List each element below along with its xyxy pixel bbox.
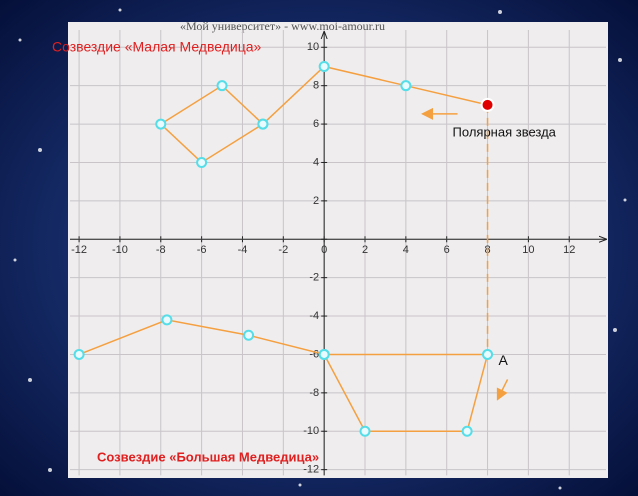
series-label: Созвездие «Малая Медведица»: [52, 39, 262, 55]
star: [197, 158, 206, 167]
y-tick-label: 4: [313, 156, 319, 168]
x-tick-label: 10: [522, 244, 534, 256]
y-tick-label: 8: [313, 80, 319, 92]
x-tick-label: 12: [563, 244, 575, 256]
chart: «Мой университет» - www.moi-amour.ru -12…: [0, 0, 638, 496]
star: [483, 350, 492, 359]
star: [75, 350, 84, 359]
star: [401, 81, 410, 90]
x-tick-label: -6: [197, 244, 207, 256]
x-tick-label: -10: [112, 244, 128, 256]
y-tick-label: -4: [309, 310, 319, 322]
star: [162, 315, 171, 324]
star: [320, 62, 329, 71]
x-tick-label: 2: [362, 244, 368, 256]
y-tick-label: -12: [303, 464, 319, 476]
x-tick-label: -4: [238, 244, 248, 256]
y-tick-label: 6: [313, 118, 319, 130]
y-tick-label: -6: [309, 348, 319, 360]
star: [361, 427, 370, 436]
y-tick-label: 10: [307, 41, 319, 53]
star: [482, 99, 494, 111]
x-tick-label: 4: [403, 244, 409, 256]
y-tick-label: -10: [303, 425, 319, 437]
x-tick-label: 6: [444, 244, 450, 256]
series-label: Созвездие «Большая Медведица»: [97, 449, 319, 464]
x-tick-label: -2: [278, 244, 288, 256]
y-tick-label: 2: [313, 195, 319, 207]
star: [218, 81, 227, 90]
series-label: Полярная звезда: [453, 124, 557, 139]
x-tick-label: -8: [156, 244, 166, 256]
star: [320, 350, 329, 359]
star: [244, 331, 253, 340]
star: [258, 120, 267, 129]
annotation: A: [499, 352, 509, 368]
star: [156, 120, 165, 129]
star: [463, 427, 472, 436]
y-tick-label: -2: [309, 272, 319, 284]
header: «Мой университет» - www.moi-amour.ru: [180, 19, 385, 33]
x-tick-label: -12: [71, 244, 87, 256]
y-tick-label: -8: [309, 387, 319, 399]
